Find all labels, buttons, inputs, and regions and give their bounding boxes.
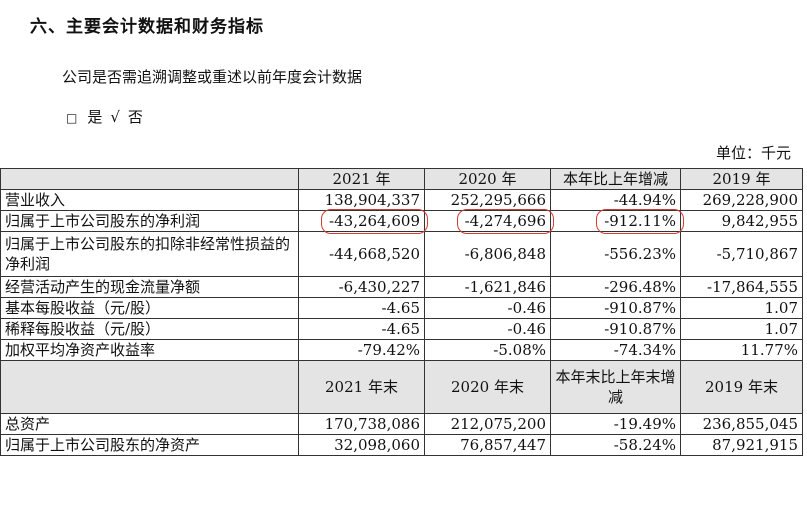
cell-value: 11.77% (680, 339, 803, 361)
unit-label: 单位：千元 (715, 144, 791, 162)
table-row: 稀释每股收益（元/股） -4.65 -0.46 -910.87% 1.07 (0, 318, 803, 340)
choice-no: 否 (127, 108, 143, 126)
row-label: 营业收入 (0, 189, 299, 211)
cell-value: 252,295,666 (424, 189, 551, 211)
header-2019-end: 2019 年末 (680, 360, 803, 414)
cell-value: -4.65 (298, 318, 425, 340)
cell-value: -912.11% (550, 208, 684, 234)
highlighted-value: -43,264,609 (321, 208, 428, 234)
row-label: 稀释每股收益（元/股） (0, 318, 299, 340)
header-2019: 2019 年 (680, 168, 803, 190)
cell-value: -79.42% (298, 339, 425, 361)
cell-value: -910.87% (550, 318, 681, 340)
cell-value: -43,264,609 (298, 208, 428, 234)
checkmark-icon: √ (110, 108, 120, 126)
cell-value: -74.34% (550, 339, 681, 361)
table-row: 加权平均净资产收益率 -79.42% -5.08% -74.34% 11.77% (0, 339, 803, 361)
cell-value: 32,098,060 (298, 434, 425, 456)
table-row: 归属于上市公司股东的净资产 32,098,060 76,857,447 -58.… (0, 434, 803, 456)
header-2020-end: 2020 年末 (424, 360, 551, 414)
cell-value: 138,904,337 (298, 189, 425, 211)
row-label: 归属于上市公司股东的扣除非经常性损益的净利润 (0, 231, 299, 277)
cell-value: 269,228,900 (680, 189, 803, 211)
cell-value: 1.07 (680, 318, 803, 340)
cell-value: -4.65 (298, 297, 425, 319)
row-label: 基本每股收益（元/股） (0, 297, 299, 319)
section-title: 六、主要会计数据和财务指标 (30, 17, 264, 37)
highlighted-value: -4,274,696 (456, 208, 555, 234)
cell-value: -0.46 (424, 318, 551, 340)
cell-value: 236,855,045 (680, 413, 803, 435)
header-2021: 2021 年 (298, 168, 425, 190)
table-header-row: 2021 年 2020 年 本年比上年增减 2019 年 (0, 168, 803, 190)
header-change: 本年比上年增减 (550, 168, 681, 190)
cell-value: -4,274,696 (424, 208, 555, 234)
header-2021-end: 2021 年末 (298, 360, 425, 414)
restatement-choice: □ 是 √ 否 (66, 106, 143, 127)
row-label: 总资产 (0, 413, 299, 435)
cell-value: 76,857,447 (424, 434, 551, 456)
cell-value: -910.87% (550, 297, 681, 319)
cell-value: -0.46 (424, 297, 551, 319)
choice-yes: 是 (87, 108, 103, 126)
header-blank (0, 168, 299, 190)
cell-value: -6,430,227 (298, 276, 425, 298)
checkbox-icon: □ (66, 111, 78, 125)
table-row: 总资产 170,738,086 212,075,200 -19.49% 236,… (0, 413, 803, 435)
cell-value: -296.48% (550, 276, 681, 298)
cell-value: 9,842,955 (680, 210, 803, 232)
table-row: 归属于上市公司股东的净利润 -43,264,609 -4,274,696 -91… (0, 208, 803, 234)
table-row: 经营活动产生的现金流量净额 -6,430,227 -1,621,846 -296… (0, 276, 803, 298)
cell-value: 170,738,086 (298, 413, 425, 435)
table-row: 归属于上市公司股东的扣除非经常性损益的净利润 -44,668,520 -6,80… (0, 231, 803, 277)
financial-table: 2021 年 2020 年 本年比上年增减 2019 年 营业收入 138,90… (0, 168, 803, 456)
cell-value: 1.07 (680, 297, 803, 319)
row-label: 归属于上市公司股东的净利润 (0, 210, 299, 232)
cell-value: -5.08% (424, 339, 551, 361)
cell-value: 87,921,915 (680, 434, 803, 456)
cell-value: -58.24% (550, 434, 681, 456)
restatement-question: 公司是否需追溯调整或重述以前年度会计数据 (62, 68, 363, 86)
highlighted-value: -912.11% (596, 208, 684, 234)
cell-value: -1,621,846 (424, 276, 551, 298)
table-row: 营业收入 138,904,337 252,295,666 -44.94% 269… (0, 189, 803, 211)
row-label: 经营活动产生的现金流量净额 (0, 276, 299, 298)
cell-value: -556.23% (550, 231, 681, 277)
header-2020: 2020 年 (424, 168, 551, 190)
cell-value: -6,806,848 (424, 231, 551, 277)
cell-value: -44.94% (550, 189, 681, 211)
row-label: 加权平均净资产收益率 (0, 339, 299, 361)
table-header-row: 2021 年末 2020 年末 本年末比上年末增减 2019 年末 (0, 360, 803, 414)
header-change-end: 本年末比上年末增减 (550, 360, 681, 414)
cell-value: -17,864,555 (680, 276, 803, 298)
cell-value: 212,075,200 (424, 413, 551, 435)
cell-value: -19.49% (550, 413, 681, 435)
cell-value: -44,668,520 (298, 231, 425, 277)
row-label: 归属于上市公司股东的净资产 (0, 434, 299, 456)
header-blank (0, 360, 299, 414)
cell-value: -5,710,867 (680, 231, 803, 277)
table-row: 基本每股收益（元/股） -4.65 -0.46 -910.87% 1.07 (0, 297, 803, 319)
